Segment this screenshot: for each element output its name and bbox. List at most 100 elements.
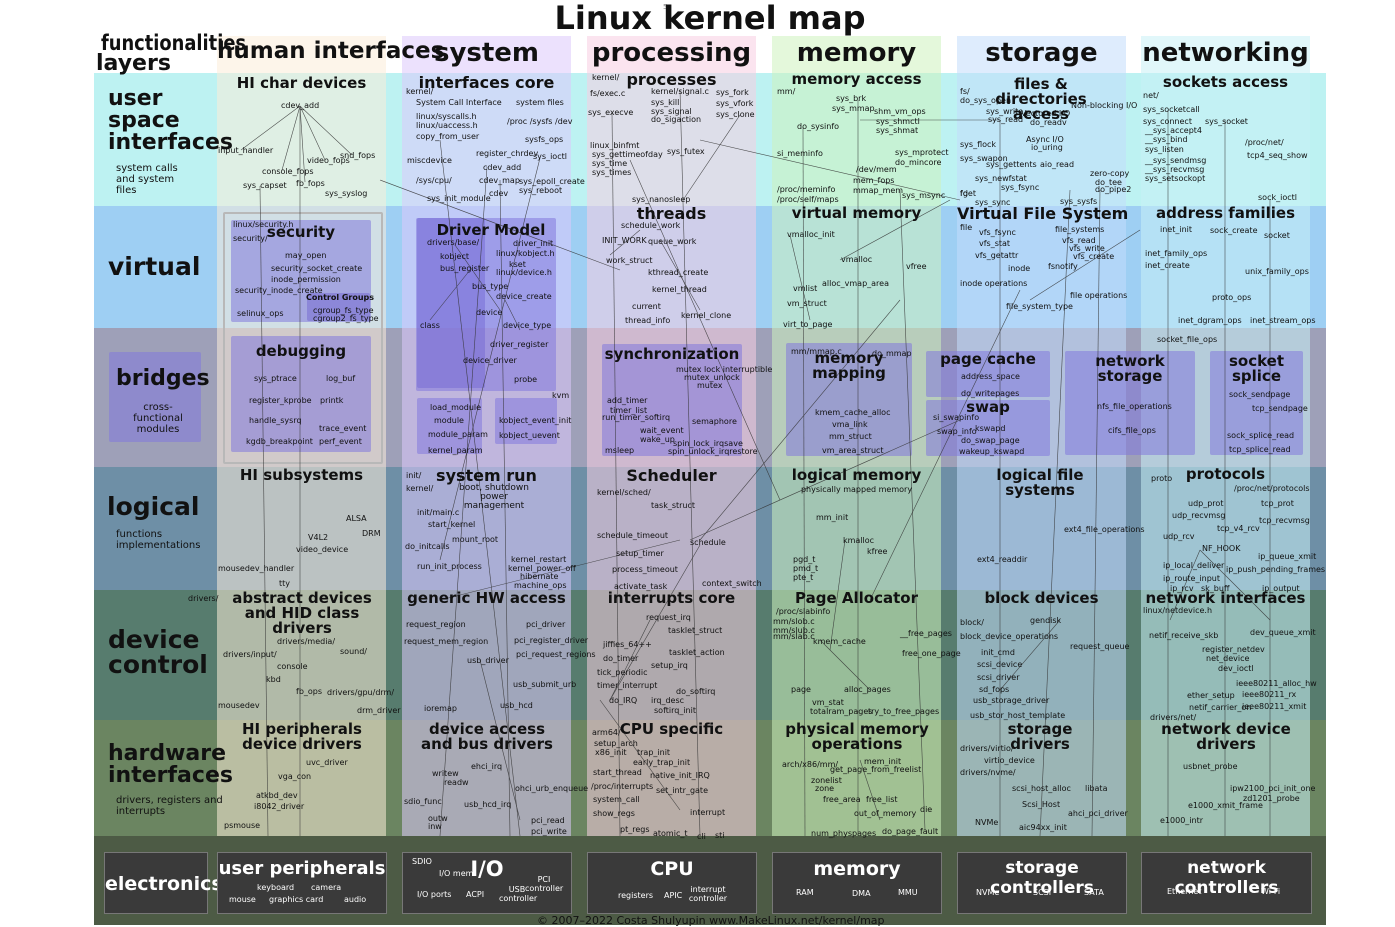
symbol-label: linux/uaccess.h	[416, 121, 478, 130]
symbol-label: vm_area_struct	[822, 446, 884, 455]
symbol-label: drivers/base/	[427, 238, 480, 247]
symbol-label: V4L2	[308, 533, 329, 542]
user-peripherals-box: user peripherals keyboard camera mouse g…	[217, 852, 387, 914]
symbol-label: kobject	[440, 252, 469, 261]
symbol-label: Async I/O	[1026, 135, 1064, 144]
symbol-label: tcp_splice_read	[1229, 445, 1291, 454]
symbol-label: pci_write	[531, 827, 567, 836]
symbol-label: ip_local_deliver	[1163, 561, 1225, 570]
symbol-label: trace_event	[319, 424, 367, 433]
symbol-label: register_kprobe	[249, 396, 312, 405]
elec-scsi: SCSI	[1033, 888, 1052, 897]
symbol-label: ip_queue_xmit	[1258, 552, 1317, 561]
symbol-label: sys_newfstat	[975, 174, 1027, 183]
symbol-label: run_init_process	[417, 562, 482, 571]
symbol-label: pt_regs	[620, 825, 650, 834]
symbol-label: system_call	[593, 795, 640, 804]
symbol-label: linux/netdevice.h	[1143, 606, 1213, 615]
symbol-label: drivers/gpu/drm/	[327, 688, 395, 697]
symbol-label: ieee80211_rx	[1242, 690, 1297, 699]
symbol-label: tty	[279, 579, 291, 588]
symbol-label: kthread_create	[648, 268, 709, 277]
symbol-label: sys_msync	[902, 191, 946, 200]
symbol-label: block/	[960, 618, 984, 627]
symbol-label: do_timer	[603, 654, 639, 663]
column-header-system: system	[433, 38, 540, 68]
cell-network-device-drivers: network device drivers	[1161, 720, 1291, 753]
cell-network-interfaces: network interfaces	[1145, 589, 1306, 607]
symbol-label: mmap_mem	[853, 186, 904, 195]
swap-box	[926, 400, 1050, 456]
elec-audio: audio	[344, 895, 367, 904]
cell-address-families: address families	[1155, 204, 1296, 222]
symbol-label: sd_fops	[979, 685, 1010, 694]
symbol-label: arch/x86/mm/	[782, 760, 839, 769]
symbol-label: show_regs	[593, 809, 635, 818]
symbol-label: schedule_work	[621, 221, 681, 230]
symbol-label: driver_init	[513, 239, 554, 248]
layer-hardware-sub: drivers, registers and interrupts	[116, 795, 223, 817]
symbol-label: register_chrdev	[476, 149, 539, 158]
cell-virtual-file-system: Virtual File System	[957, 204, 1129, 223]
symbol-label: pci_driver	[526, 620, 566, 629]
symbol-label: __sys_sendmsg	[1145, 156, 1207, 165]
module-box	[417, 398, 482, 454]
control-groups-box	[307, 293, 370, 321]
electronics-layer-box: electronics	[104, 852, 223, 914]
symbol-label: cifs_file_ops	[1108, 426, 1156, 435]
symbol-label: bus_type	[472, 282, 509, 291]
symbol-label: queue_work	[648, 237, 697, 246]
symbol-label: atomic_t	[653, 829, 688, 838]
symbol-label: try_to_free_pages	[868, 707, 940, 716]
symbol-label: wakeup_kswapd	[959, 447, 1025, 456]
symbol-label: ext4_file_operations	[1064, 525, 1145, 534]
symbol-label: __sys_bind	[1145, 135, 1188, 144]
cell-generic-hw-access: generic HW access	[407, 589, 566, 607]
layer-logical-sub: functions implementations	[116, 529, 201, 551]
symbol-label: hibernate	[520, 572, 559, 581]
symbol-label: sk_buff	[1201, 584, 1230, 593]
symbol-label: kgdb_breakpoint	[246, 437, 313, 446]
symbol-label: writew	[432, 769, 459, 778]
symbol-label: handle_sysrq	[249, 416, 302, 425]
symbol-label: dev_queue_xmit	[1250, 628, 1316, 637]
symbol-label: module_param	[428, 430, 488, 439]
symbol-label: inet_dgram_ops	[1178, 316, 1242, 325]
symbol-label: fs/	[960, 87, 970, 96]
symbol-label: tcp4_seq_show	[1247, 151, 1308, 160]
cell-socket-splice: socket splice	[1228, 352, 1285, 385]
symbol-label: spin_unlock_irqrestore	[668, 447, 758, 456]
symbol-label: console_fops	[262, 167, 314, 176]
symbol-label: system files	[516, 98, 564, 107]
symbol-label: readw	[444, 778, 469, 787]
symbol-label: out_of_memory	[854, 809, 917, 818]
symbol-label: device_type	[503, 321, 552, 330]
symbol-label: atkbd_dev	[256, 791, 298, 800]
memory-hw-title: memory	[813, 858, 901, 880]
symbol-label: file_system_type	[1006, 302, 1073, 311]
symbol-label: mm/slab.c	[773, 632, 815, 641]
column-header-memory: memory	[796, 38, 917, 68]
symbol-label: vmalloc	[841, 255, 873, 264]
symbol-label: tick_periodic	[597, 668, 648, 677]
symbol-label: socket	[1264, 231, 1290, 240]
symbol-label: inode_permission	[271, 275, 341, 284]
symbol-label: shm_vm_ops	[874, 107, 926, 116]
symbol-label: /proc /sysfs /dev	[507, 117, 573, 126]
symbol-label: pci_request_regions	[516, 650, 596, 659]
elec-graphics-card: graphics card	[269, 895, 324, 904]
symbol-label: INIT_WORK	[602, 236, 647, 245]
symbol-label: /proc/interrupts	[591, 782, 654, 791]
elec-wifi: Wi-Fi	[1261, 887, 1281, 896]
symbol-label: kernel/sched/	[597, 488, 651, 497]
symbol-label: vfs_write	[1069, 244, 1105, 253]
symbol-label: free_list	[866, 795, 898, 804]
symbol-label: console	[277, 662, 308, 671]
symbol-label: set_intr_gate	[656, 786, 708, 795]
symbol-label: drivers/net/	[1150, 713, 1197, 722]
page-title: Linux kernel map	[554, 0, 866, 37]
layer-user-space-interfaces: user space interfaces	[108, 86, 233, 155]
symbol-label: work_struct	[606, 256, 653, 265]
symbol-label: vmlist	[793, 284, 818, 293]
symbol-label: i8042_driver	[254, 802, 305, 811]
